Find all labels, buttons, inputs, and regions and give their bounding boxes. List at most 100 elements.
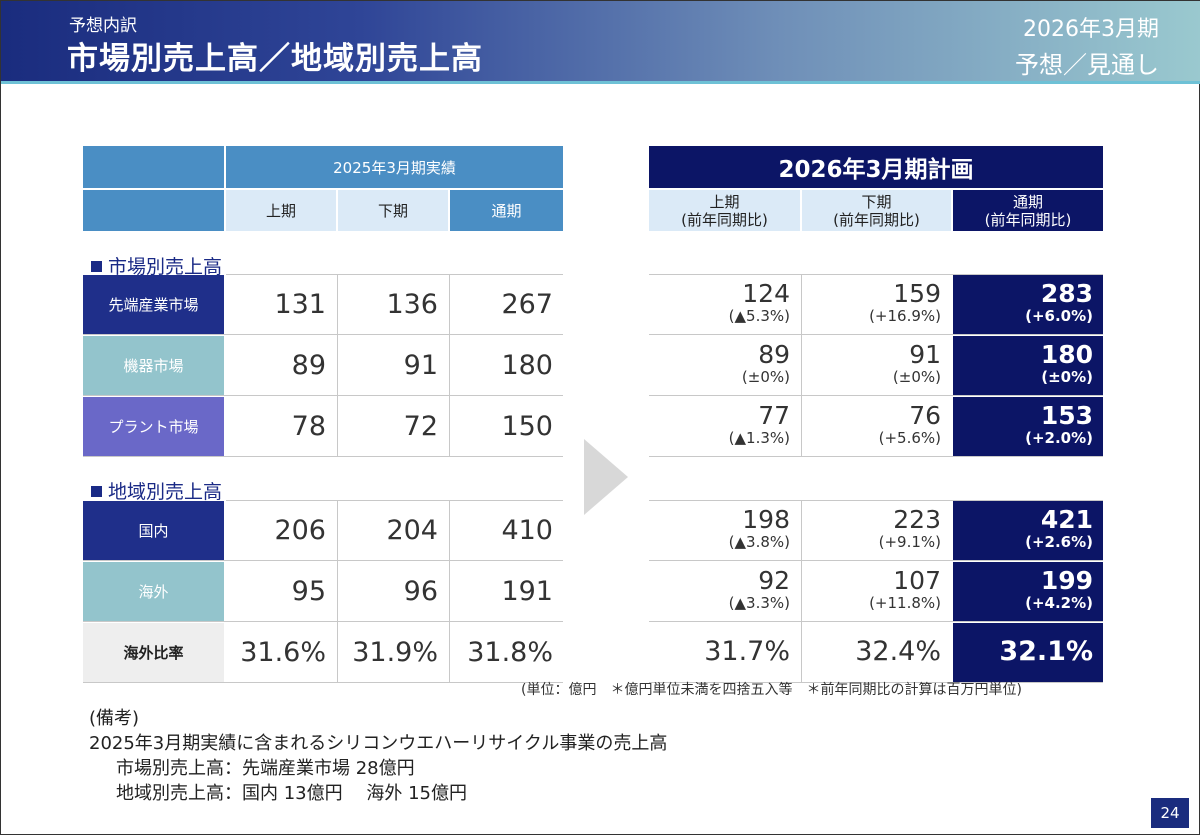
plan-caption: 2026年3月期計画 <box>649 146 1103 188</box>
plan-col-full: 通期 (前年同期比) <box>953 190 1103 231</box>
header-banner: 予想内訳 市場別売上高／地域別売上高 2026年3月期 予想／見通し <box>1 1 1200 81</box>
block-divider <box>226 500 563 501</box>
actual-value-cell: 95 <box>291 576 326 607</box>
plan-half-cell: 76 (+5.6%) <box>802 397 951 456</box>
page-number: 24 <box>1151 798 1189 828</box>
plan-col-h1: 上期 (前年同期比) <box>649 190 800 231</box>
plan-half-cell: 107 (+11.8%) <box>802 562 951 621</box>
plan-col-h1-sub: (前年同期比) <box>681 210 768 229</box>
section-region-text: 地域別売上高 <box>108 481 223 503</box>
header-kind: 予想／見通し <box>1015 51 1159 79</box>
plan-yoy: (▲3.3%) <box>728 594 790 612</box>
actual-value-cell: 136 <box>386 289 438 320</box>
block-divider <box>649 274 1103 275</box>
plan-yoy: (+4.2%) <box>1025 594 1093 612</box>
plan-col-h2-sub: (前年同期比) <box>833 210 920 229</box>
plan-value: 77 <box>758 401 790 430</box>
row-divider <box>649 621 1103 622</box>
plan-full-cell: 421 (+2.6%) <box>953 501 1103 560</box>
plan-half-cell: 124 (▲5.3%) <box>649 275 800 334</box>
actual-value-cell: 204 <box>386 515 438 546</box>
remarks-heading: (備考) <box>89 708 140 729</box>
row-divider <box>649 682 1103 683</box>
actual-value-cell: 91 <box>403 350 438 381</box>
plan-yoy: (+9.1%) <box>878 533 941 551</box>
square-bullet-icon <box>91 261 102 272</box>
plan-value: 159 <box>893 279 941 308</box>
plan-yoy: (+5.6%) <box>878 429 941 447</box>
row-label: 先端産業市場 <box>83 275 224 334</box>
row-divider <box>83 682 563 683</box>
plan-half-cell: 77 (▲1.3%) <box>649 397 800 456</box>
column-divider <box>801 501 802 682</box>
right-arrow-icon <box>584 439 628 515</box>
plan-col-h2: 下期 (前年同期比) <box>802 190 951 231</box>
plan-full-cell: 153 (+2.0%) <box>953 397 1103 456</box>
plan-value: 199 <box>1040 566 1093 595</box>
plan-value: 223 <box>893 505 941 534</box>
actual-value-cell: 31.9% <box>352 637 438 668</box>
actual-col-full: 通期 <box>450 190 563 231</box>
header-subtitle: 予想内訳 <box>69 16 137 36</box>
plan-value: 89 <box>758 340 790 369</box>
row-label: プラント市場 <box>83 397 224 456</box>
plan-half-cell: 159 (+16.9%) <box>802 275 951 334</box>
column-divider <box>801 275 802 456</box>
row-divider <box>649 560 1103 561</box>
plan-full-cell: 180 (±0%) <box>953 336 1103 395</box>
plan-col-full-label: 通期 <box>1012 192 1043 211</box>
plan-value: 283 <box>1040 279 1093 308</box>
actual-value-cell: 72 <box>403 411 438 442</box>
actual-value-cell: 131 <box>274 289 326 320</box>
row-label: 海外比率 <box>83 623 224 682</box>
square-bullet-icon <box>91 486 102 497</box>
actual-col-h1: 上期 <box>226 190 336 231</box>
row-divider <box>83 395 563 396</box>
plan-half-cell: 91 (±0%) <box>802 336 951 395</box>
row-label: 海外 <box>83 562 224 621</box>
plan-yoy: (+2.0%) <box>1025 429 1093 447</box>
header-period: 2026年3月期 <box>1023 17 1159 42</box>
actual-value-cell: 267 <box>501 289 553 320</box>
column-divider <box>337 501 338 682</box>
actual-value-cell: 96 <box>403 576 438 607</box>
plan-yoy: (±0%) <box>1041 368 1093 386</box>
plan-half-cell: 32.4% <box>802 623 951 682</box>
plan-yoy: (▲3.8%) <box>728 533 790 551</box>
plan-yoy: (±0%) <box>892 368 941 386</box>
plan-half-cell: 223 (+9.1%) <box>802 501 951 560</box>
plan-value: 91 <box>909 340 941 369</box>
plan-col-h2-label: 下期 <box>861 192 892 211</box>
plan-yoy: (+2.6%) <box>1025 533 1093 551</box>
plan-value: 198 <box>742 505 790 534</box>
column-divider <box>337 275 338 456</box>
plan-yoy: (+16.9%) <box>869 307 941 325</box>
plan-col-full-sub: (前年同期比) <box>984 210 1072 229</box>
plan-half-cell: 92 (▲3.3%) <box>649 562 800 621</box>
row-divider <box>83 456 563 457</box>
plan-value: 76 <box>909 401 941 430</box>
actual-value-cell: 89 <box>291 350 326 381</box>
plan-value: 107 <box>893 566 941 595</box>
plan-value: 31.7% <box>704 636 790 667</box>
actual-value-cell: 191 <box>501 576 553 607</box>
actual-value-cell: 150 <box>501 411 553 442</box>
actual-value-cell: 31.6% <box>240 637 326 668</box>
plan-yoy: (+11.8%) <box>869 594 941 612</box>
remarks-line1: 2025年3月期実績に含まれるシリコンウエハーリサイクル事業の売上高 <box>89 733 668 754</box>
remarks-line2: 市場別売上高：先端産業市場 28億円 <box>116 758 415 779</box>
plan-value: 32.4% <box>855 636 941 667</box>
column-divider <box>449 275 450 456</box>
row-divider <box>83 334 563 335</box>
plan-value: 153 <box>1040 401 1093 430</box>
plan-yoy: (▲5.3%) <box>728 307 790 325</box>
plan-value: 421 <box>1040 505 1093 534</box>
actual-value-cell: 31.8% <box>467 637 553 668</box>
row-divider <box>83 560 563 561</box>
plan-full-cell: 199 (+4.2%) <box>953 562 1103 621</box>
row-label: 国内 <box>83 501 224 560</box>
actual-value-cell: 206 <box>274 515 326 546</box>
plan-value: 92 <box>758 566 790 595</box>
row-divider <box>649 456 1103 457</box>
